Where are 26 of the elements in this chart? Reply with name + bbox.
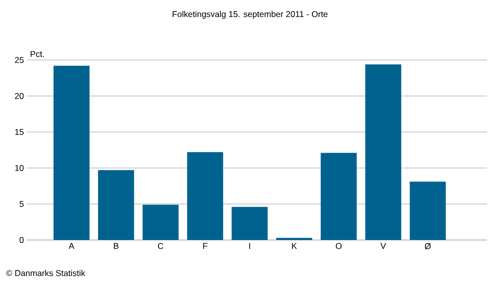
x-tick-label: B [114, 243, 118, 249]
chart-title: Folketingsvalg 15. september 2011 - Orte [172, 10, 328, 19]
x-tick-label: Ø [424, 243, 431, 250]
y-tick-label: 25 [14, 57, 24, 63]
y-tick-label: 15 [15, 129, 24, 135]
x-tick-label: O [336, 243, 342, 250]
bar [54, 66, 90, 240]
x-tick-label: V [380, 243, 386, 249]
bar [365, 64, 402, 240]
y-tick-label: 10 [15, 165, 24, 171]
bar [98, 170, 134, 240]
bar [142, 204, 179, 240]
text: © Danmarks Statistik [6, 270, 86, 276]
x-tick-label: A [68, 243, 74, 249]
x-tick-label: K [292, 243, 297, 249]
y-tick-label: 5 [20, 201, 24, 207]
bar [187, 152, 224, 240]
bar [320, 152, 357, 240]
bar [232, 206, 268, 240]
bar [410, 182, 446, 240]
x-tick-label: C [158, 243, 164, 250]
x-tick-label: I [249, 243, 250, 249]
x-tick-label: F [203, 243, 208, 249]
y-tick-label: 20 [14, 93, 24, 99]
y-tick-label: 0 [20, 237, 24, 243]
y-axis-title: Pct. [30, 51, 44, 57]
